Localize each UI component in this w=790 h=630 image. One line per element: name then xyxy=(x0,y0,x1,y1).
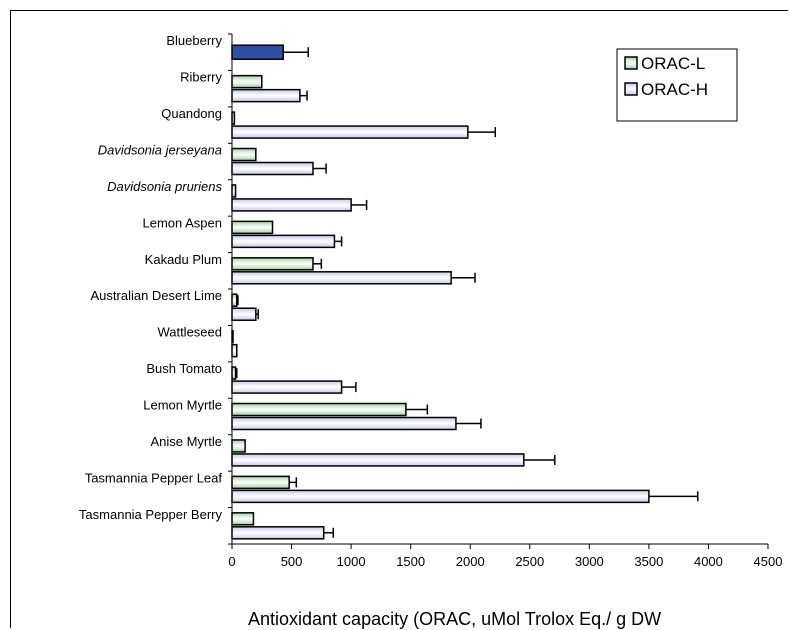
bar-orac-l xyxy=(231,512,255,526)
category-label: Tasmannia Pepper Berry xyxy=(79,507,223,522)
bar-orac-l xyxy=(231,111,236,125)
category-label: Anise Myrtle xyxy=(150,434,222,449)
bar-orac-l xyxy=(231,402,407,417)
x-tick-label: 4000 xyxy=(694,554,723,569)
x-axis-label: Antioxidant capacity (ORAC, uMol Trolox … xyxy=(248,609,661,629)
x-tick-label: 1500 xyxy=(396,554,425,569)
category-label: Riberry xyxy=(180,70,222,85)
bar-orac-l xyxy=(231,329,234,344)
bar-orac-l xyxy=(231,257,314,271)
bar-orac-h xyxy=(231,526,325,540)
category-label: Lemon Myrtle xyxy=(143,398,222,413)
x-tick-label: 500 xyxy=(281,554,303,569)
category-label: Australian Desert Lime xyxy=(91,288,223,303)
x-tick-label: 1000 xyxy=(337,554,366,569)
x-tick-label: 0 xyxy=(228,554,235,569)
x-tick-label: 3500 xyxy=(634,554,663,569)
category-label: Kakadu Plum xyxy=(145,252,222,267)
bar-orac-h xyxy=(231,271,452,285)
category-label: Blueberry xyxy=(166,33,222,48)
bar-orac-h xyxy=(231,88,301,103)
x-tick-label: 3000 xyxy=(575,554,604,569)
bar-orac-h xyxy=(231,343,238,358)
bar-orac-h xyxy=(231,161,314,176)
bar-orac-l xyxy=(231,220,274,235)
bar-orac-l xyxy=(231,147,257,162)
bar-orac-h xyxy=(231,489,650,504)
bar-orac-l xyxy=(231,439,246,453)
chart-frame xyxy=(10,10,788,628)
category-label: Quandong xyxy=(161,106,222,121)
bar-orac-h xyxy=(231,234,336,249)
bar-orac-h xyxy=(231,453,525,467)
bar-orac-l xyxy=(231,184,237,198)
x-tick-label: 2000 xyxy=(456,554,485,569)
bar-orac-l xyxy=(231,74,263,89)
legend-label: ORAC-H xyxy=(641,80,708,99)
x-tick-label: 4500 xyxy=(754,554,783,569)
legend-swatch xyxy=(624,82,638,96)
bar-orac-h xyxy=(231,416,457,431)
bar-orac-l xyxy=(231,475,290,490)
category-label: Wattleseed xyxy=(157,325,222,340)
legend-swatch xyxy=(624,56,638,70)
category-label: Lemon Aspen xyxy=(142,215,222,230)
bar-orac-h xyxy=(231,198,352,212)
legend-label: ORAC-L xyxy=(641,54,705,73)
bar-orac-h xyxy=(231,125,469,139)
category-label: Davidsonia pruriens xyxy=(107,179,222,194)
category-label: Tasmannia Pepper Leaf xyxy=(85,470,223,485)
category-label: Davidsonia jerseyana xyxy=(98,143,222,158)
bar-orac-l xyxy=(231,293,238,307)
bar-orac-l xyxy=(231,366,237,380)
bar-orac-h xyxy=(231,307,257,321)
bar-orac-h xyxy=(231,380,343,394)
category-label: Bush Tomato xyxy=(146,361,222,376)
bar-blueberry xyxy=(231,44,284,60)
x-tick-label: 2500 xyxy=(515,554,544,569)
